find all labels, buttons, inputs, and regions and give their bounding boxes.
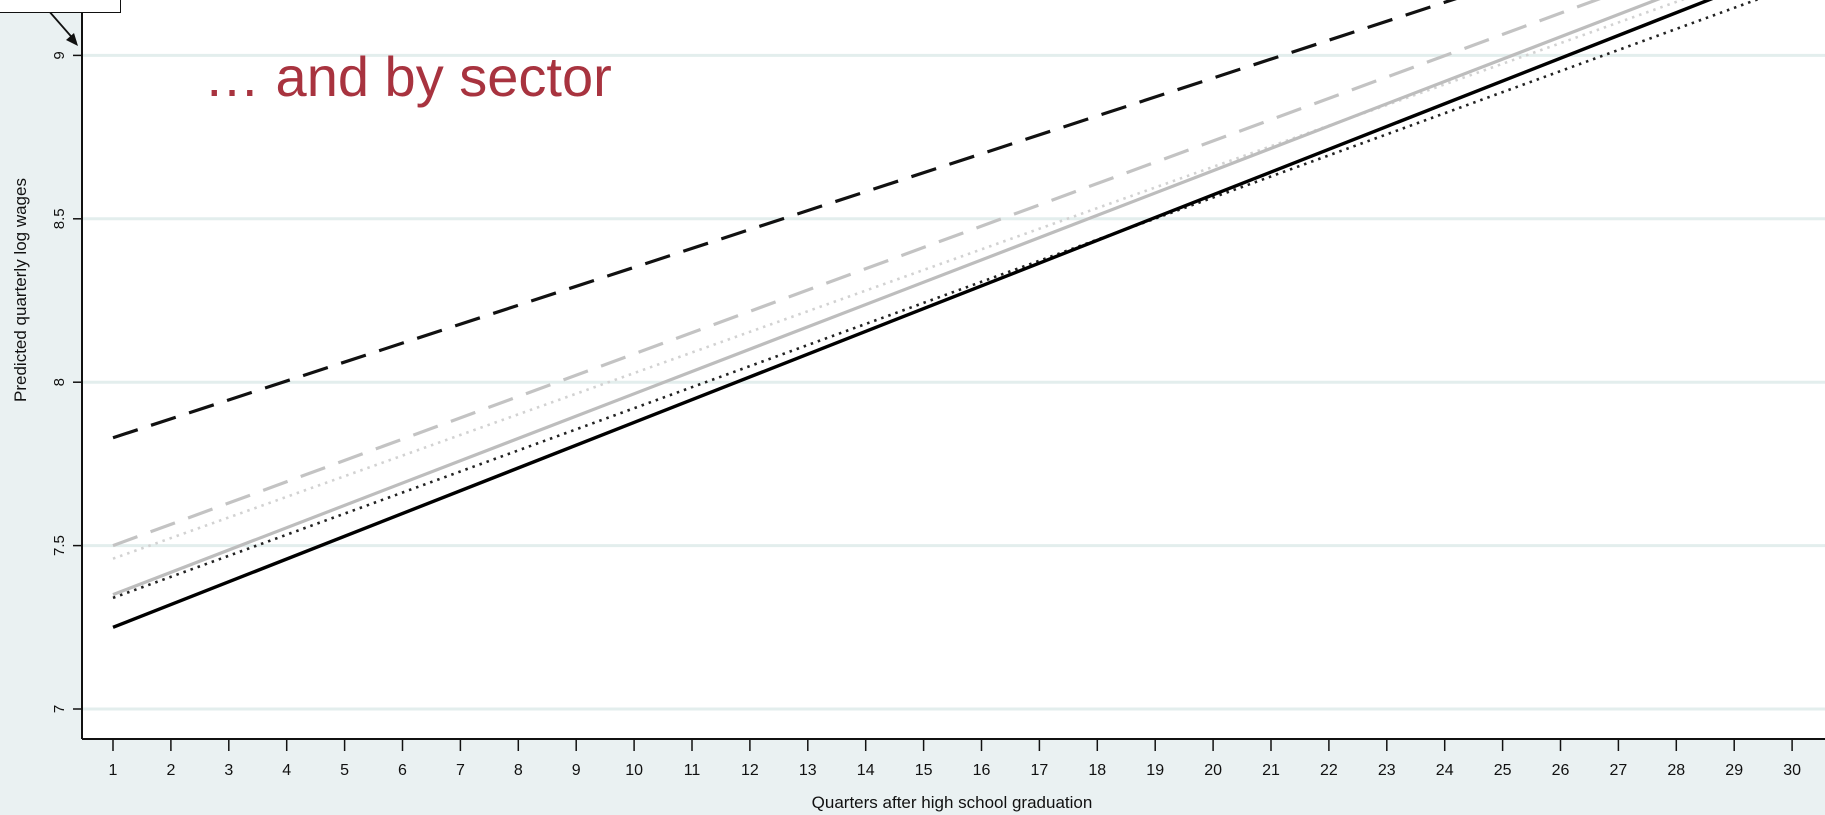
- x-tick-label: 20: [1204, 762, 1222, 779]
- series-line-black-dashed: [112, 0, 1457, 440]
- plot-area: [82, 0, 1825, 739]
- series-line-gray-dashed: [112, 0, 1601, 548]
- x-tick-label: 13: [799, 762, 817, 779]
- x-tick-label: 15: [915, 762, 933, 779]
- x-tick-label: 2: [166, 762, 175, 779]
- x-tick-label: 9: [572, 762, 581, 779]
- x-tick-label: 18: [1088, 762, 1106, 779]
- y-tick-label: 8: [51, 378, 68, 386]
- series-layer: [112, 0, 1760, 629]
- x-tick-label: 28: [1667, 762, 1685, 779]
- x-tick-label: 29: [1725, 762, 1743, 779]
- y-tick-label: 7: [51, 705, 68, 713]
- gridlines: [82, 53, 1825, 711]
- y-axis-label: Predicted quarterly log wages: [11, 178, 30, 402]
- x-tick-label: 25: [1494, 762, 1512, 779]
- x-tick-label: 7: [456, 762, 465, 779]
- x-tick-label: 5: [340, 762, 349, 779]
- y-tick-label: 7.5: [51, 535, 68, 556]
- x-tick-label: 24: [1436, 762, 1454, 779]
- y-tick-label: 8.5: [51, 208, 68, 229]
- x-tick-label: 16: [973, 762, 991, 779]
- x-tick-label: 11: [684, 762, 701, 779]
- series-line-gray-dotted: [112, 0, 1686, 560]
- x-tick-label: 30: [1783, 762, 1801, 779]
- x-tick-label: 27: [1610, 762, 1628, 779]
- series-line-black-dotted: [112, 0, 1760, 600]
- x-tick-label: 3: [224, 762, 233, 779]
- x-axis-label: Quarters after high school graduation: [812, 793, 1093, 812]
- y-axis-ticks: 7 7.5 8 8.5 9: [51, 51, 82, 713]
- x-tick-label: 21: [1262, 762, 1280, 779]
- series-line-gray-solid: [112, 0, 1661, 597]
- x-tick-label: 1: [109, 762, 118, 779]
- callout-arrow: [47, 9, 78, 46]
- x-tick-label: 23: [1378, 762, 1396, 779]
- y-tick-label: 9: [51, 51, 68, 59]
- x-tick-label: 4: [282, 762, 291, 779]
- x-tick-label: 8: [514, 762, 523, 779]
- x-tick-label: 14: [857, 762, 875, 779]
- slide-title: … and by sector: [204, 45, 612, 108]
- x-tick-label: 26: [1552, 762, 1570, 779]
- x-tick-label: 10: [625, 762, 643, 779]
- x-tick-label: 6: [398, 762, 407, 779]
- x-axis-ticks: 1 2 3 4 5 6 7 8 9 10 11 12 13 14 15 16 17 18 19 20 21 22 23 24 2…: [109, 739, 1801, 779]
- x-tick-label: 17: [1031, 762, 1049, 779]
- series-line-black-solid: [112, 0, 1714, 629]
- callout-box: [0, 0, 121, 13]
- x-tick-label: 22: [1320, 762, 1338, 779]
- x-tick-label: 12: [741, 762, 759, 779]
- x-tick-label: 19: [1146, 762, 1164, 779]
- axes: [81, 0, 1825, 740]
